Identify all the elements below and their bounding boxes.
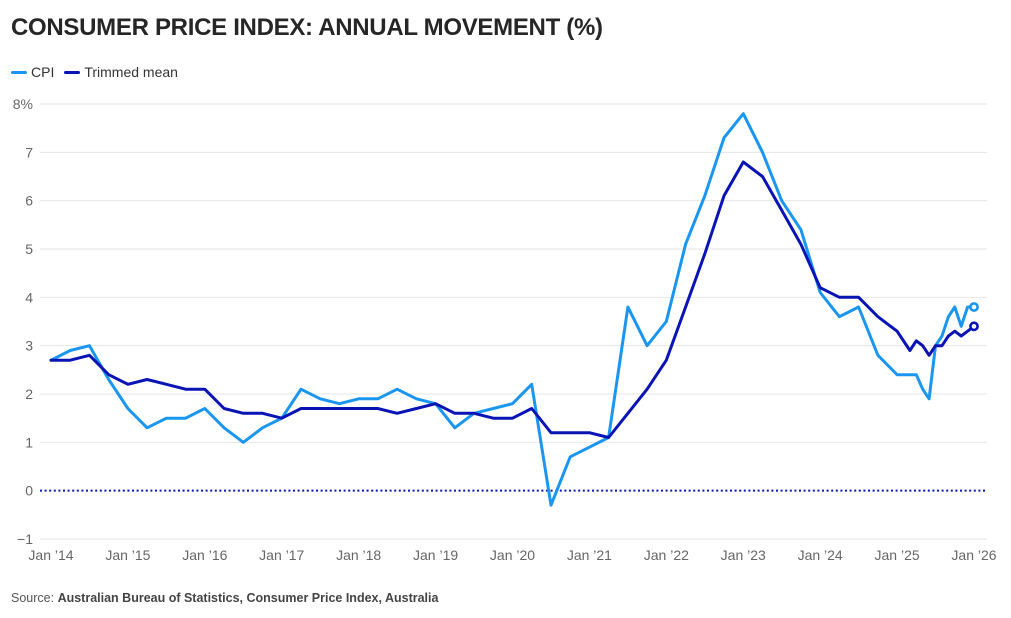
- x-tick-label: Jan ’16: [182, 547, 227, 563]
- x-tick-label: Jan ’23: [721, 547, 766, 563]
- series-line-trimmed-mean: [49, 160, 976, 439]
- source-note: Source: Australian Bureau of Statistics,…: [11, 591, 438, 605]
- end-marker-trimmed-mean: [969, 321, 979, 332]
- series-lines: [49, 112, 979, 507]
- end-marker-cpi: [969, 302, 979, 312]
- x-tick-label: Jan ’24: [798, 547, 843, 563]
- legend-item-trimmed-mean[interactable]: Trimmed mean: [64, 64, 178, 80]
- y-tick-label: 6: [25, 193, 33, 209]
- series-line-cpi: [49, 112, 976, 507]
- x-tick-label: Jan ’19: [413, 547, 458, 563]
- y-axis-ticks: −1 0 1 2 3 4 5 6 7 8%: [13, 96, 33, 547]
- y-tick-label: 3: [25, 338, 33, 354]
- gridlines: [40, 103, 987, 540]
- legend-label-cpi: CPI: [31, 64, 55, 80]
- x-tick-label: Jan ’15: [105, 547, 150, 563]
- y-tick-label: −1: [17, 531, 33, 547]
- source-prefix: Source:: [11, 591, 58, 605]
- y-tick-label: 0: [25, 483, 33, 499]
- x-tick-label: Jan ’26: [951, 547, 996, 563]
- chart-title: CONSUMER PRICE INDEX: ANNUAL MOVEMENT (%…: [11, 14, 603, 41]
- legend-swatch-trimmed-mean: [64, 70, 81, 74]
- x-tick-label: Jan ’18: [336, 547, 381, 563]
- x-tick-label: Jan ’25: [875, 547, 920, 563]
- y-tick-label: 4: [25, 289, 33, 305]
- legend: CPI Trimmed mean: [11, 64, 188, 80]
- y-tick-label: 5: [25, 241, 33, 257]
- x-tick-label: Jan ’17: [259, 547, 304, 563]
- x-tick-label: Jan ’14: [28, 547, 73, 563]
- legend-swatch-cpi: [11, 70, 27, 74]
- y-tick-label: 2: [25, 386, 33, 402]
- legend-label-trimmed-mean: Trimmed mean: [84, 64, 178, 80]
- x-tick-label: Jan ’20: [490, 547, 535, 563]
- y-tick-label: 7: [25, 144, 33, 160]
- x-axis-ticks: Jan ’14 Jan ’15 Jan ’16 Jan ’17 Jan ’18 Jan ’…: [28, 547, 996, 563]
- legend-item-cpi[interactable]: CPI: [11, 64, 54, 80]
- x-tick-label: Jan ’21: [567, 547, 612, 563]
- x-tick-label: Jan ’22: [644, 547, 689, 563]
- y-tick-label: 1: [25, 434, 33, 450]
- y-tick-label: 8%: [13, 96, 33, 112]
- source-text: Australian Bureau of Statistics, Consume…: [57, 591, 439, 605]
